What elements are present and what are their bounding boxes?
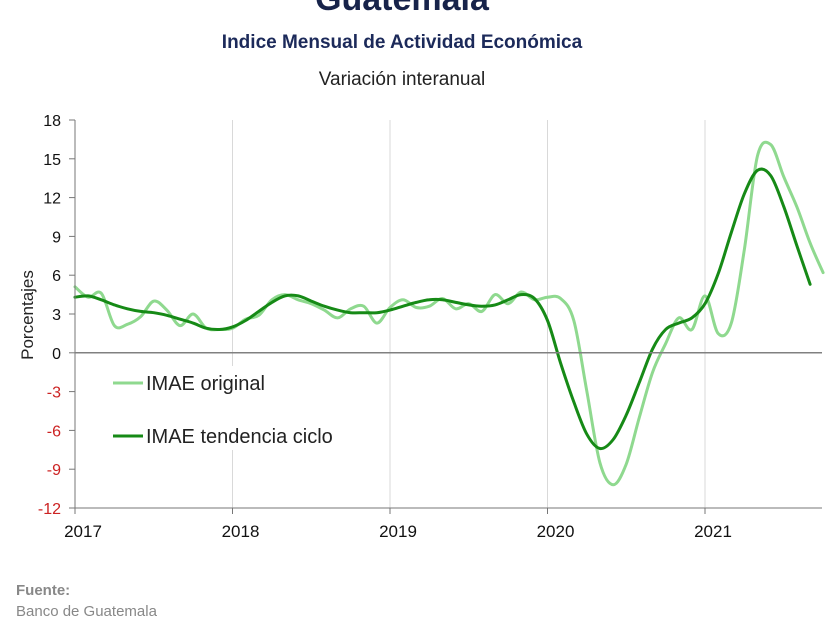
y-axis-label: Porcentajes — [18, 270, 37, 360]
x-tick-label: 2019 — [379, 522, 417, 541]
y-tick-label: 15 — [43, 152, 61, 169]
chart-subtitle: Indice Mensual de Actividad Económica — [221, 32, 583, 53]
y-tick-label: 0 — [52, 346, 61, 363]
chart-subtitle-secondary: Variación interanual — [318, 69, 486, 90]
series-line-imae-original — [73, 140, 825, 487]
source-text: Banco de Guatemala — [16, 603, 157, 620]
y-tick-label: -12 — [38, 501, 61, 518]
page-title: Guatemala — [0, 0, 804, 19]
y-tick-label: 6 — [52, 268, 61, 285]
legend-label-trend: IMAE tendencia ciclo — [146, 426, 333, 448]
y-tick-label: -9 — [47, 462, 61, 479]
y-tick-label: -3 — [47, 385, 61, 402]
x-tick-label: 2020 — [537, 522, 575, 541]
x-tick-label: 2017 — [64, 522, 102, 541]
series-line-imae-trend — [73, 167, 812, 451]
y-tick-label: 3 — [52, 307, 61, 324]
legend-label-original: IMAE original — [146, 373, 265, 395]
x-tick-label: 2018 — [222, 522, 260, 541]
x-tick-label: 2021 — [694, 522, 732, 541]
chart-legend: IMAE original IMAE tendencia ciclo — [108, 366, 363, 450]
chart-series — [73, 140, 825, 487]
source-label: Fuente: — [16, 582, 71, 599]
y-tick-label: 12 — [43, 191, 61, 208]
y-tick-label: -6 — [47, 423, 61, 440]
legend-background — [108, 366, 363, 450]
y-tick-label: 9 — [52, 229, 61, 246]
y-tick-label: 18 — [43, 113, 61, 130]
